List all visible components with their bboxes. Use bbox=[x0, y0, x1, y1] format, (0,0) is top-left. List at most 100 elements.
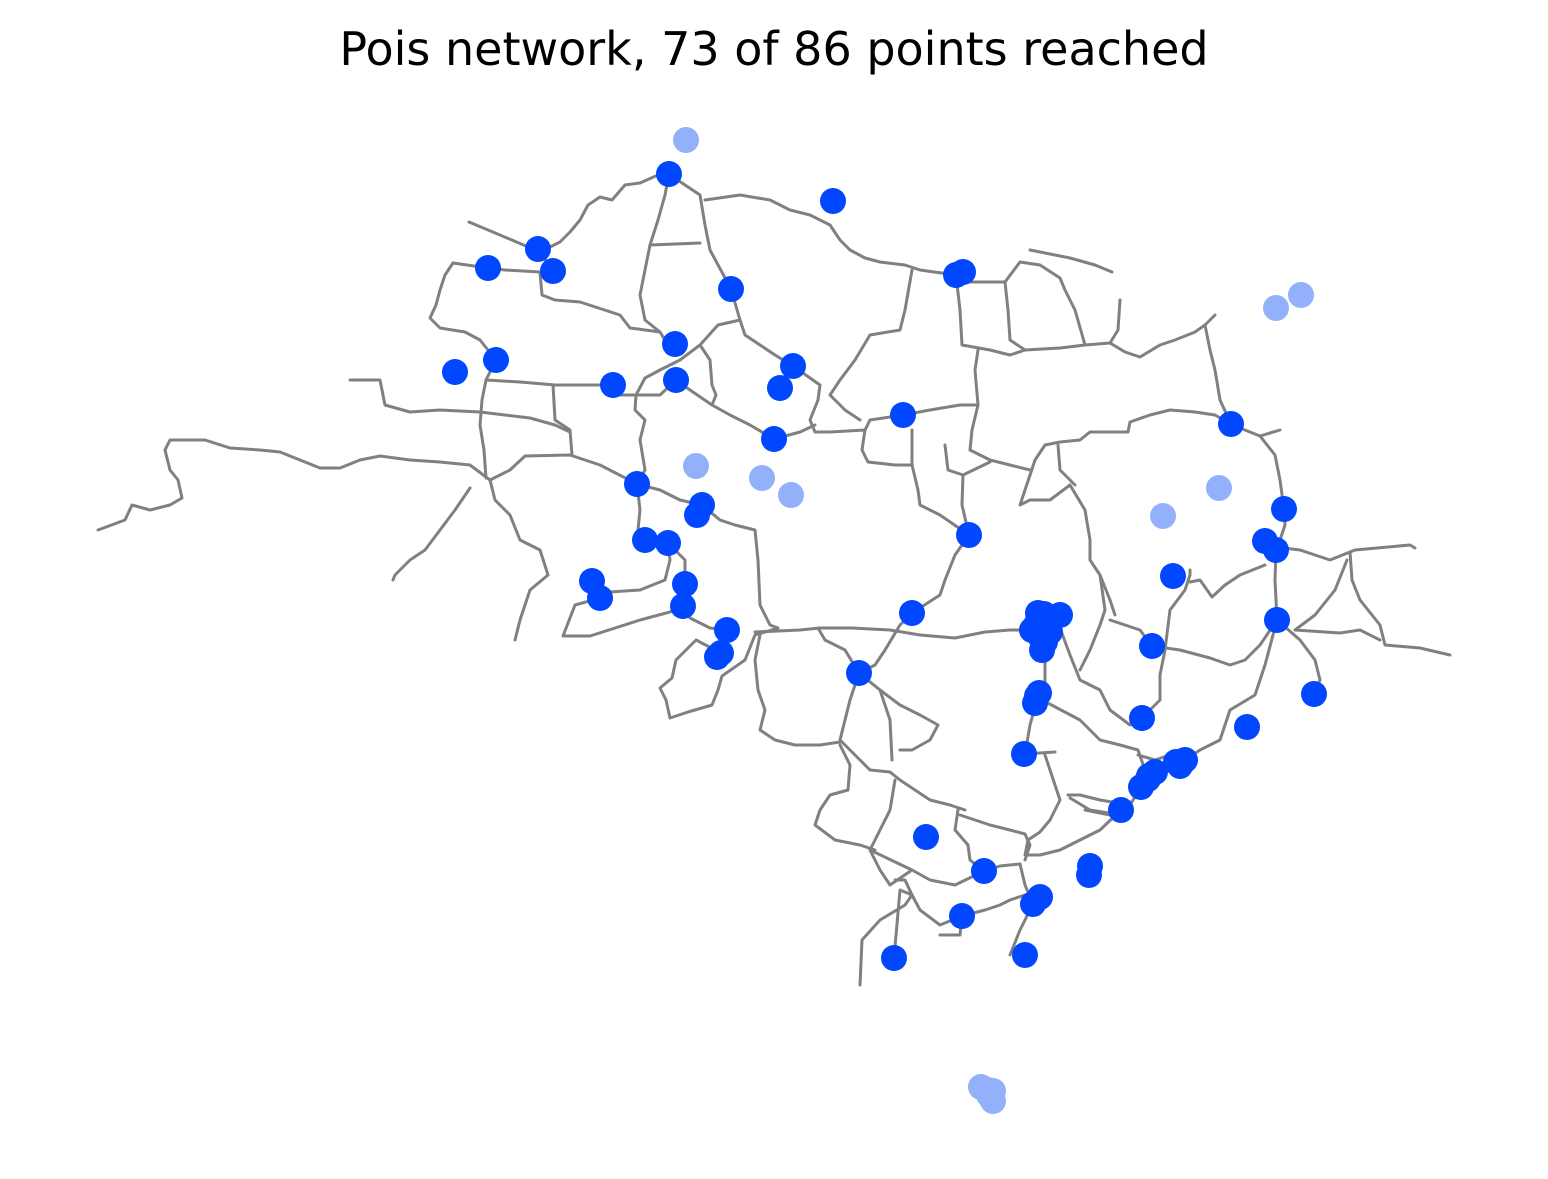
reached-point bbox=[1218, 411, 1244, 437]
road-segment bbox=[1183, 618, 1279, 762]
reached-point bbox=[656, 161, 682, 187]
road-segment bbox=[910, 473, 971, 615]
reached-point bbox=[846, 660, 872, 686]
reached-points bbox=[442, 161, 1327, 971]
reached-point bbox=[913, 824, 939, 850]
road-segment bbox=[858, 893, 914, 987]
reached-point bbox=[442, 359, 468, 385]
reached-point bbox=[1163, 749, 1189, 775]
reached-point bbox=[525, 236, 551, 262]
reached-point bbox=[718, 276, 744, 302]
road-segment bbox=[391, 486, 472, 582]
road-segment bbox=[828, 268, 914, 422]
reached-point bbox=[1234, 714, 1260, 740]
road-segment bbox=[1043, 408, 1233, 447]
road-segment bbox=[863, 348, 980, 432]
reached-point bbox=[704, 644, 730, 670]
unreached-point bbox=[1206, 475, 1232, 501]
road-segment bbox=[813, 743, 877, 852]
unreached-point bbox=[749, 465, 775, 491]
road-segment bbox=[860, 428, 971, 537]
road-segment bbox=[1258, 434, 1287, 622]
unreached-point bbox=[683, 453, 709, 479]
reached-point bbox=[670, 593, 696, 619]
unreached-point bbox=[1150, 503, 1176, 529]
reached-point bbox=[684, 502, 710, 528]
reached-point bbox=[663, 367, 689, 393]
road-segment bbox=[648, 241, 702, 247]
road-segment bbox=[1293, 558, 1382, 642]
reached-point bbox=[1301, 681, 1327, 707]
reached-point bbox=[600, 372, 626, 398]
reached-point bbox=[475, 255, 501, 281]
reached-point bbox=[767, 375, 793, 401]
reached-point bbox=[540, 258, 566, 284]
reached-point bbox=[956, 522, 982, 548]
road-segment bbox=[1056, 443, 1077, 487]
reached-point bbox=[1271, 496, 1297, 522]
road-segment bbox=[1188, 563, 1267, 599]
road-segment bbox=[893, 878, 914, 897]
reached-point bbox=[950, 259, 976, 285]
reached-point bbox=[624, 471, 650, 497]
road-segment bbox=[478, 358, 498, 480]
reached-point bbox=[714, 617, 740, 643]
reached-point bbox=[1129, 705, 1155, 731]
road-segment bbox=[638, 172, 671, 334]
road-segment bbox=[943, 443, 992, 477]
reached-point bbox=[1012, 942, 1038, 968]
reached-point bbox=[632, 527, 658, 553]
reached-point bbox=[820, 188, 846, 214]
road-segment bbox=[1282, 543, 1417, 562]
reached-point bbox=[1136, 763, 1162, 789]
reached-point bbox=[1020, 891, 1046, 917]
reached-point bbox=[881, 945, 907, 971]
road-segment bbox=[892, 888, 914, 960]
unreached-point bbox=[1288, 282, 1314, 308]
road-segment bbox=[658, 503, 780, 720]
reached-point bbox=[662, 331, 688, 357]
unreached-point bbox=[778, 482, 804, 508]
road-segment bbox=[1203, 323, 1282, 438]
road-network bbox=[96, 172, 1452, 987]
reached-point bbox=[949, 903, 975, 929]
road-segment bbox=[838, 671, 967, 812]
road-segment bbox=[1108, 618, 1279, 667]
road-segment bbox=[753, 626, 1034, 640]
road-segment bbox=[96, 438, 704, 532]
road-segment bbox=[791, 364, 867, 434]
road-segment bbox=[1140, 568, 1192, 720]
road-segment bbox=[1108, 298, 1122, 345]
road-segment bbox=[1078, 573, 1107, 672]
reached-point bbox=[483, 347, 509, 373]
road-segment bbox=[954, 273, 1217, 359]
reached-point bbox=[1011, 741, 1037, 767]
road-segment bbox=[1028, 248, 1114, 274]
road-segment bbox=[611, 318, 742, 397]
road-segment bbox=[478, 410, 572, 434]
road-segment bbox=[674, 378, 817, 441]
road-segment bbox=[868, 778, 1022, 887]
unreached-point bbox=[1263, 295, 1289, 321]
unreached-point bbox=[968, 1074, 994, 1100]
reached-point bbox=[761, 426, 787, 452]
road-segment bbox=[538, 172, 671, 254]
reached-point bbox=[1024, 683, 1050, 709]
unreached-points bbox=[673, 127, 1314, 1114]
road-segment bbox=[868, 848, 914, 872]
road-segment bbox=[703, 193, 958, 277]
unreached-point bbox=[673, 127, 699, 153]
road-segment bbox=[1023, 753, 1123, 857]
reached-point bbox=[1076, 862, 1102, 888]
reached-point bbox=[1031, 601, 1057, 627]
road-segment bbox=[428, 261, 498, 362]
reached-point bbox=[672, 571, 698, 597]
road-segment bbox=[484, 378, 615, 387]
reached-point bbox=[899, 600, 925, 626]
road-segment bbox=[1348, 550, 1452, 657]
reached-point bbox=[1108, 797, 1134, 823]
road-segment bbox=[1066, 785, 1143, 807]
road-segment bbox=[1003, 260, 1087, 347]
